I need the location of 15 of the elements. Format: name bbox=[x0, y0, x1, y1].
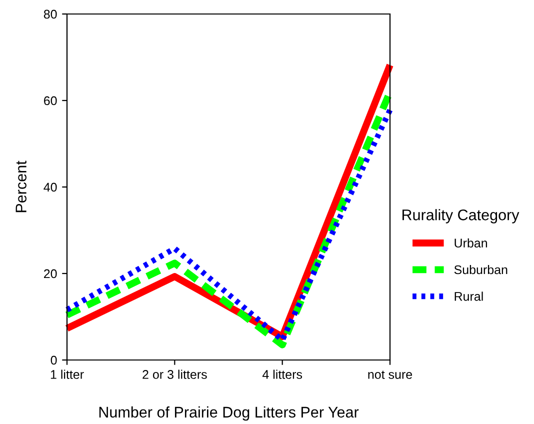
legend-label: Suburban bbox=[454, 264, 508, 274]
legend-title: Rurality Category bbox=[402, 209, 520, 224]
x-axis-title: Number of Prairie Dog Litters Per Year bbox=[99, 406, 359, 421]
x-tick-label: not sure bbox=[368, 370, 412, 379]
y-tick-label: 40 bbox=[44, 182, 57, 192]
y-tick-label: 0 bbox=[50, 356, 57, 365]
legend-label: Rural bbox=[454, 292, 483, 301]
y-tick-label: 60 bbox=[44, 96, 57, 106]
legend-label: Urban bbox=[454, 238, 488, 248]
x-tick-label: 1 litter bbox=[50, 370, 84, 379]
x-tick-label: 4 litters bbox=[262, 370, 302, 379]
y-tick-label: 80 bbox=[44, 10, 57, 19]
y-tick-label: 20 bbox=[44, 269, 57, 278]
y-axis-title: Percent bbox=[16, 160, 26, 212]
x-tick-label: 2 or 3 litters bbox=[142, 370, 207, 379]
